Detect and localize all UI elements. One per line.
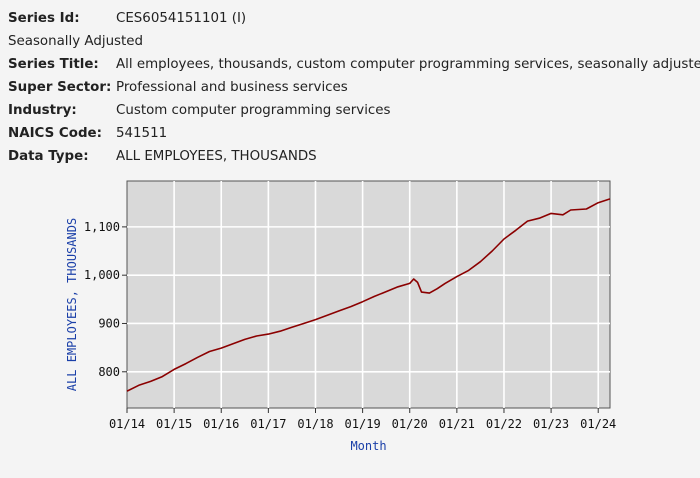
industry-label: Industry: [8,103,77,118]
x-tick-label: 01/19 [345,417,381,431]
x-tick-label: 01/14 [109,417,145,431]
y-axis-label: ALL EMPLOYEES, THOUSANDS [65,218,79,391]
seasonal-row: Seasonally Adjusted [8,30,700,53]
x-tick-label: 01/23 [533,417,569,431]
x-tick-label: 01/17 [250,417,286,431]
x-tick-label: 01/24 [580,417,616,431]
data-type-value: ALL EMPLOYEES, THOUSANDS [116,149,317,164]
y-tick-label: 800 [98,365,120,379]
y-tick-label: 900 [98,316,120,330]
y-tick-label: 1,100 [84,220,120,234]
y-axis-ticks: 800 900 1,000 1,100 [84,220,127,379]
series-metadata: Series Id: CES6054151101 (I) Seasonally … [8,7,700,168]
industry-value: Custom computer programming services [116,103,391,118]
naics-label: NAICS Code: [8,126,102,141]
super-sector-row: Super Sector: Professional and business … [8,76,700,99]
x-tick-label: 01/16 [203,417,239,431]
plot-area [126,180,611,409]
super-sector-label: Super Sector: [8,80,112,95]
series-title-row: Series Title: All employees, thousands, … [8,53,700,76]
series-line [126,198,611,392]
naics-row: NAICS Code: 541511 [8,122,700,145]
x-tick-label: 01/22 [486,417,522,431]
series-id-label: Series Id: [8,11,80,26]
x-tick-label: 01/20 [392,417,428,431]
series-id-value: CES6054151101 (I) [116,11,247,26]
data-type-label: Data Type: [8,149,89,164]
x-axis-ticks: 01/14 01/15 01/16 01/17 01/18 01/19 01/20 01/21… [109,408,616,431]
seasonal-adjustment: Seasonally Adjusted [8,34,144,49]
x-tick-label: 01/18 [297,417,333,431]
series-id-row: Series Id: CES6054151101 (I) [8,7,700,30]
series-title-label: Series Title: [8,57,99,72]
x-tick-label: 01/15 [156,417,192,431]
x-axis-label: Month [350,439,386,453]
y-tick-label: 1,000 [84,268,120,282]
naics-value: 541511 [116,126,168,141]
super-sector-value: Professional and business services [116,80,348,95]
gridlines [127,181,610,408]
series-title-value: All employees, thousands, custom compute… [116,57,700,72]
industry-row: Industry: Custom computer programming se… [8,99,700,122]
data-type-row: Data Type: ALL EMPLOYEES, THOUSANDS [8,145,700,168]
x-tick-label: 01/21 [439,417,475,431]
